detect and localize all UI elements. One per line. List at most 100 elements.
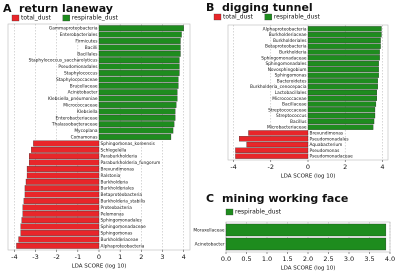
panel-label: B (206, 1, 214, 14)
bar (24, 185, 100, 192)
legend-label: total_dust (223, 14, 253, 21)
bar-label: Burkholderia_stabilis (101, 199, 146, 205)
bar-label: Sphingomonas (275, 73, 308, 79)
bar (307, 124, 374, 130)
panel-label: C (206, 192, 214, 205)
x-tick-label: 1.0 (262, 255, 272, 263)
bar-label: Schlegelella (101, 147, 127, 153)
x-tick-label: 0 (306, 163, 310, 171)
bar (98, 31, 182, 38)
x-tick-label: -3 (32, 253, 38, 261)
bar-label: Brevundimonas (310, 130, 344, 136)
bar-label: Burkholderiaceae (269, 32, 307, 38)
legend-swatch (225, 208, 234, 216)
x-tick-label: 0.5 (241, 255, 251, 263)
bar (98, 114, 176, 121)
bar (29, 159, 100, 166)
bar-label: Microbacteriaceae (267, 125, 307, 131)
bar-label: Alphaproteobacteria (101, 243, 145, 249)
bar-label: Comamonas (71, 135, 99, 141)
bar-label: Pseudomonadaceae (310, 154, 354, 160)
legend-label: respirable_dust (274, 14, 321, 21)
bar (18, 236, 100, 243)
bar-label: Firmicutes (75, 39, 98, 45)
bar (26, 172, 100, 179)
bar (235, 153, 309, 159)
legend-swatch (11, 14, 20, 22)
x-tick-label: 2.5 (323, 255, 333, 263)
bar-label: Brucellaceae (70, 83, 98, 89)
bar (307, 37, 381, 44)
x-tick-label: 4 (182, 253, 186, 261)
bar-label: Pelomonas (101, 211, 125, 217)
x-tick-label: 4.0 (385, 255, 395, 263)
bar-label: Burkholderia_cenocepacia (250, 84, 307, 90)
bar-label: Sphingomonadaceae (261, 55, 307, 61)
bar (307, 55, 380, 61)
bar-label: Burkholderiaceae (101, 237, 139, 243)
bar (307, 26, 382, 32)
x-tick-label: -4 (230, 163, 236, 171)
bar (98, 57, 180, 64)
bar (98, 38, 181, 44)
x-tick-label: 4 (380, 163, 384, 171)
chart-title: mining working face (222, 192, 348, 205)
bar-label: Enterobacteriales (60, 32, 99, 38)
bar-label: Burkholderiales (101, 186, 135, 192)
bar (98, 63, 180, 70)
bar (98, 44, 181, 51)
bar-label: Novosphingobium (268, 67, 307, 73)
bar (98, 108, 176, 115)
bar (98, 102, 177, 108)
x-tick-label: -1 (75, 253, 81, 261)
bar-label: Bacteroidetes (277, 78, 307, 84)
bar (98, 76, 179, 83)
bar-label: Burkholderia (101, 179, 129, 185)
bar (16, 242, 100, 249)
bar-label: Bacillus (290, 119, 307, 125)
bar (307, 107, 376, 113)
x-tick-label: 0 (97, 253, 101, 261)
x-tick-label: -4 (11, 253, 17, 261)
bar (98, 70, 180, 76)
bar-label: Paraburkholderia (101, 154, 138, 160)
bar-label: Sphingomonas (101, 231, 134, 237)
bar-label: Staphylococcus (64, 71, 98, 77)
x-tick-label: 2 (139, 253, 143, 261)
bar-label: Streptococcus (276, 113, 307, 119)
legend-swatch (213, 13, 222, 21)
bar-label: Pseudomonadales (58, 64, 98, 70)
x-tick-label: 3.0 (344, 255, 354, 263)
x-tick-label: 0.0 (221, 255, 231, 263)
bar (21, 217, 100, 224)
bar-label: Ralstonia (101, 173, 121, 179)
bar (307, 72, 379, 78)
legend-label: respirable_dust (235, 209, 282, 216)
bar-label: Staphylococcus_saccharolyticus (29, 58, 99, 64)
bar-label: Mycoplana (74, 128, 98, 134)
bar (235, 147, 309, 153)
x-tick-label: 3.5 (364, 255, 374, 263)
bar-label: Burkholderiales (273, 38, 307, 44)
bar-label: Gammaproteobacteria (49, 26, 98, 32)
bar (307, 84, 378, 90)
bar-label: Sphingomonadales (265, 61, 307, 67)
x-axis-label: LDA SCORE (log 10) (281, 174, 336, 180)
bar (98, 82, 179, 89)
bar (22, 204, 100, 211)
bar (307, 118, 375, 125)
bar-label: Sphingomonadaceae (101, 224, 147, 230)
bar (98, 121, 175, 128)
bar-label: Acinetobacter (68, 90, 98, 96)
bar (20, 230, 100, 236)
bar (98, 89, 178, 96)
bar-label: Staphylococcaceae (56, 77, 98, 83)
bar-label: Enterobacteriaceae (56, 115, 98, 121)
bar-label: Sphingomonas_koreensis (101, 141, 156, 147)
bar (239, 136, 309, 142)
bar (307, 43, 381, 49)
x-tick-label: 2 (343, 163, 347, 171)
bar-label: Streptococcaceae (268, 107, 307, 113)
bar-label: Klebsiella_pneumoniae (48, 96, 98, 102)
bar-label: Sphingomonadales (101, 218, 143, 224)
